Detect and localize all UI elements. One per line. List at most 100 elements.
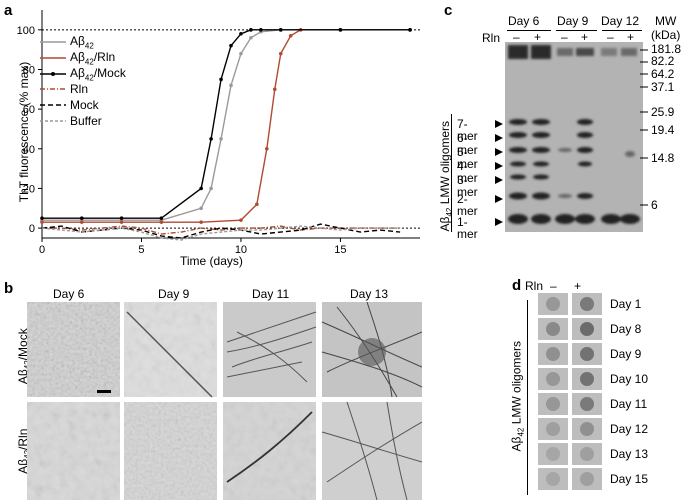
data-point xyxy=(229,43,233,48)
dot-blot-cell xyxy=(572,368,602,390)
series-line-3 xyxy=(42,225,401,235)
dot-spot xyxy=(546,447,560,461)
dot-rln-label: Rln xyxy=(525,279,544,293)
dot-blot-cell xyxy=(572,343,602,365)
data-point xyxy=(239,218,243,222)
oligomer-label: 7-mer xyxy=(457,117,478,143)
lane-sign: – xyxy=(561,30,568,44)
tem-day-6: Day 6 xyxy=(53,287,85,301)
dot-blot-cell xyxy=(572,318,602,340)
oligomer-label: 5-mer xyxy=(457,145,478,171)
series-line-2 xyxy=(42,29,411,219)
data-point xyxy=(119,216,124,220)
data-point xyxy=(209,137,213,141)
panel-c-label: c xyxy=(444,2,453,19)
dot-blot-cell xyxy=(572,418,602,440)
mw-value: 14.8 xyxy=(651,151,675,165)
dot-spot xyxy=(580,322,594,336)
dot-spot xyxy=(580,472,594,486)
dot-day-label: Day 11 xyxy=(610,397,648,411)
oligomer-label: 1-mer xyxy=(457,215,478,241)
data-point xyxy=(338,28,343,32)
panel-a-chart: 0 5 10 15 0 20 40 60 80 100 xyxy=(17,10,420,256)
oligomer-arrowheads xyxy=(495,120,503,226)
dot-blot-cell xyxy=(538,468,568,490)
dot-blot-cell xyxy=(538,418,568,440)
mw-value: 82.2 xyxy=(651,54,675,68)
y-tick-label: 20 xyxy=(23,183,35,195)
data-point xyxy=(40,220,44,224)
dot-blot-cell xyxy=(538,318,568,340)
dot-day-label: Day 15 xyxy=(610,472,649,486)
oligomer-label: 2-mer xyxy=(457,192,478,218)
dot-spot xyxy=(546,372,560,386)
dot-spot xyxy=(580,347,594,361)
legend-item-abeta-rln: Aβ42/Rln xyxy=(40,50,116,67)
tem-image-grid xyxy=(27,302,422,500)
data-point xyxy=(79,220,84,224)
series-line-4 xyxy=(41,223,401,239)
y-tick-label: 40 xyxy=(23,144,35,156)
data-point xyxy=(40,216,44,220)
dot-blot-cell xyxy=(538,368,568,390)
dot-day-label: Day 1 xyxy=(610,297,642,311)
legend-item-abeta: Aβ42 xyxy=(40,34,94,51)
data-point xyxy=(239,31,243,36)
lane-sign: – xyxy=(513,30,520,44)
gel-side-label: Aβ42 LMW oligomers xyxy=(437,120,455,232)
dot-spot xyxy=(546,347,560,361)
data-point xyxy=(209,186,213,191)
x-tick-label: 5 xyxy=(138,244,144,256)
dot-day-label: Day 13 xyxy=(610,447,649,461)
mw-value: 6 xyxy=(651,198,658,212)
data-point xyxy=(119,220,124,224)
mw-header: MW xyxy=(655,14,677,28)
dot-day-label: Day 10 xyxy=(610,372,649,386)
dot-blot-cell xyxy=(572,293,602,315)
lane-sign: + xyxy=(581,30,589,44)
dot-sign-minus: – xyxy=(550,279,557,293)
mw-value: 19.4 xyxy=(651,123,675,137)
data-point xyxy=(199,220,203,224)
gel-day-9: Day 9 xyxy=(557,14,589,28)
data-point xyxy=(239,51,243,56)
data-point xyxy=(199,186,203,191)
y-tick-label: 100 xyxy=(17,25,35,37)
dot-side-label: Aβ42 LMW oligomers xyxy=(509,340,526,452)
lane-sign: + xyxy=(627,30,635,44)
dot-blot-cell xyxy=(572,468,602,490)
data-point xyxy=(259,28,263,32)
dot-blot-cell xyxy=(572,393,602,415)
data-point xyxy=(288,33,293,38)
data-point xyxy=(159,220,164,224)
dot-spot xyxy=(546,422,560,436)
dot-spot xyxy=(580,397,594,411)
data-point xyxy=(199,206,203,211)
data-point xyxy=(249,28,253,32)
panel-d-label: d xyxy=(512,277,522,294)
legend-item-buffer: Buffer xyxy=(40,114,102,128)
gel-rln-label: Rln xyxy=(482,31,501,45)
mw-value: 37.1 xyxy=(651,80,675,94)
data-point xyxy=(272,87,277,92)
dot-blot-cell xyxy=(572,443,602,465)
oligomer-label: 6-mer xyxy=(457,131,478,157)
lane-sign: + xyxy=(534,30,542,44)
x-tick-label: 15 xyxy=(334,244,346,256)
mw-unit: (kDa) xyxy=(651,28,681,42)
tem-day-13: Day 13 xyxy=(350,287,389,301)
data-point xyxy=(278,51,283,56)
panel-b-label: b xyxy=(4,280,14,297)
data-point xyxy=(219,77,223,82)
data-point xyxy=(219,137,223,141)
mw-value: 181.8 xyxy=(651,42,682,56)
dot-spot xyxy=(546,397,560,411)
x-tick-label: 10 xyxy=(235,244,247,256)
x-axis-label: Time (days) xyxy=(180,254,243,268)
oligomer-label: 3-mer xyxy=(457,173,478,199)
data-point xyxy=(408,28,412,32)
dot-spot xyxy=(580,372,594,386)
x-tick-label: 0 xyxy=(39,244,45,256)
data-point xyxy=(278,28,283,32)
dot-day-label: Day 9 xyxy=(610,347,642,361)
